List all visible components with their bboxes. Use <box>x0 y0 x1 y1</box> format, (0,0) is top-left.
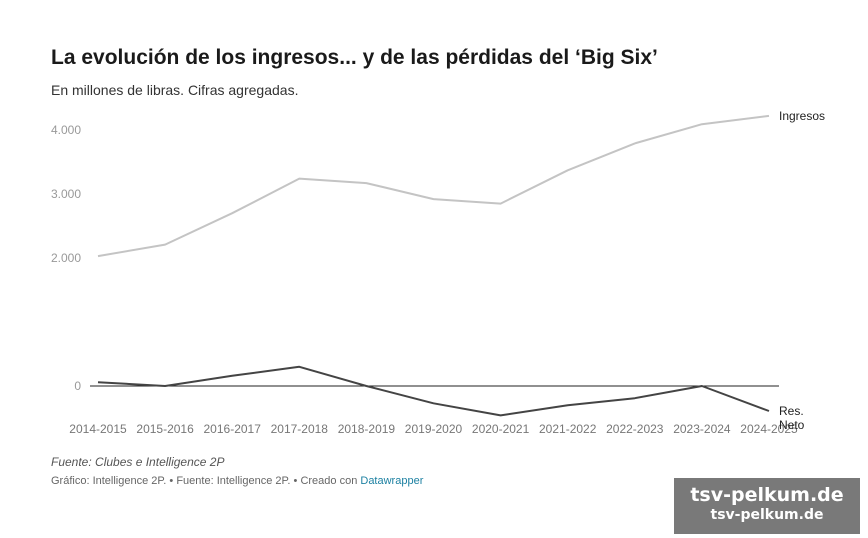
y-tick-label: 0 <box>74 379 81 393</box>
x-tick-label: 2023-2024 <box>673 422 731 436</box>
x-tick-label: 2019-2020 <box>405 422 463 436</box>
chart-source: Fuente: Clubes e Intelligence 2P <box>51 455 225 469</box>
series-label: Res. Neto <box>779 404 805 432</box>
x-tick-label: 2020-2021 <box>472 422 530 436</box>
x-tick-label: 2022-2023 <box>606 422 664 436</box>
y-tick-label: 2.000 <box>51 251 81 265</box>
y-tick-label: 3.000 <box>51 187 81 201</box>
series-line-1 <box>97 365 770 417</box>
x-tick-label: 2016-2017 <box>204 422 262 436</box>
chart-subtitle: En millones de libras. Cifras agregadas. <box>51 82 299 98</box>
y-tick-label: 4.000 <box>51 123 81 137</box>
series-label: Ingresos <box>779 109 825 123</box>
chart-credit: Gráfico: Intelligence 2P. • Fuente: Inte… <box>51 475 423 487</box>
line-chart: 4.000 3.000 2.000 0 2014-2015 2015-2016 2016-2… <box>51 109 825 436</box>
series-line-0 <box>97 114 770 258</box>
x-tick-label: 2015-2016 <box>136 422 194 436</box>
chart-title: La evolución de los ingresos... y de las… <box>51 46 658 69</box>
x-tick-label: 2024-2025 <box>740 422 798 436</box>
watermark-line1: tsv-pelkum.de <box>690 484 844 506</box>
watermark-line2: tsv-pelkum.de <box>710 507 824 523</box>
credit-text: Gráfico: Intelligence 2P. • Fuente: Inte… <box>51 475 361 487</box>
x-tick-label: 2021-2022 <box>539 422 597 436</box>
x-tick-label: 2018-2019 <box>338 422 396 436</box>
datawrapper-link[interactable]: Datawrapper <box>360 475 424 487</box>
x-tick-label: 2014-2015 <box>69 422 127 436</box>
watermark: tsv-pelkum.de tsv-pelkum.de <box>674 478 860 534</box>
x-tick-label: 2017-2018 <box>271 422 329 436</box>
